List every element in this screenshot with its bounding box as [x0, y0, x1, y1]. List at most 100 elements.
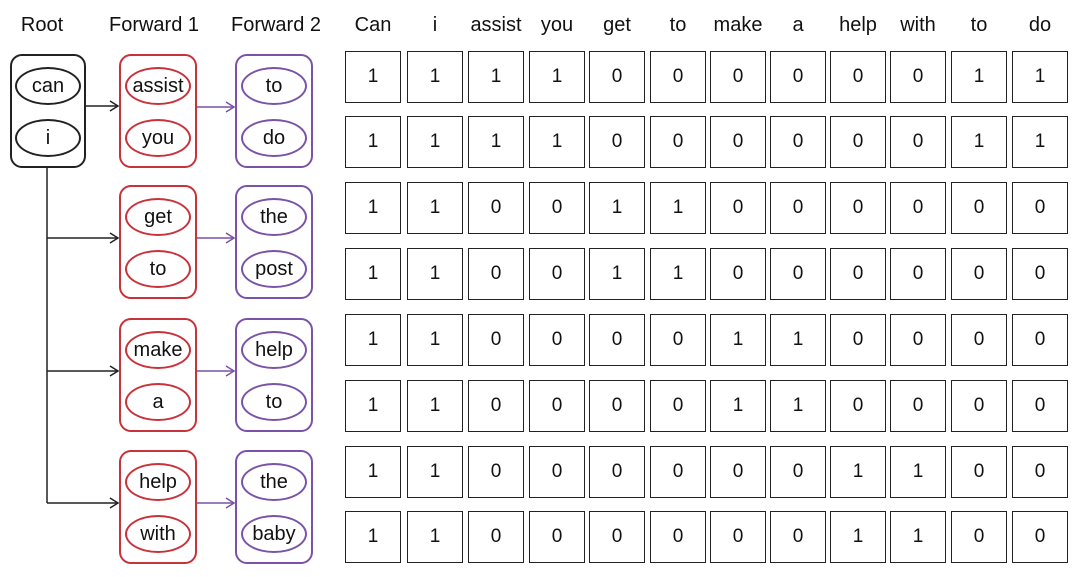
matrix-cell: 0	[890, 248, 946, 300]
arrowhead	[109, 232, 120, 244]
matrix-column-header: a	[792, 14, 804, 36]
matrix-cell: 0	[710, 446, 766, 498]
matrix-column-header: do	[1028, 14, 1052, 36]
root-box: can i	[10, 54, 86, 168]
matrix-cell: 0	[1012, 314, 1068, 366]
matrix-cell: 0	[650, 446, 706, 498]
token-node: to	[241, 383, 307, 421]
matrix-cell: 1	[345, 51, 401, 103]
token-node: help	[241, 331, 307, 369]
matrix-cell: 1	[589, 248, 645, 300]
matrix-cell: 1	[407, 51, 463, 103]
token-node: with	[125, 515, 191, 553]
matrix-column-header: make	[713, 14, 763, 36]
matrix-cell: 1	[407, 446, 463, 498]
matrix-cell: 1	[407, 248, 463, 300]
matrix-cell: 0	[770, 446, 826, 498]
token-node: i	[15, 119, 81, 157]
matrix-cell: 1	[1012, 51, 1068, 103]
matrix-cell: 0	[529, 182, 585, 234]
matrix-column-header: assist	[470, 14, 522, 36]
matrix-cell: 0	[529, 314, 585, 366]
matrix-column-header: with	[900, 14, 936, 36]
matrix-cell: 0	[529, 511, 585, 563]
matrix-column-header: you	[540, 14, 574, 36]
token-node: baby	[241, 515, 307, 553]
token-node: a	[125, 383, 191, 421]
token-node: to	[125, 250, 191, 288]
matrix-cell: 1	[770, 380, 826, 432]
matrix-cell: 1	[710, 314, 766, 366]
matrix-cell: 0	[830, 116, 886, 168]
matrix-cell: 0	[770, 116, 826, 168]
matrix-cell: 0	[890, 314, 946, 366]
forward-1-box: get to	[119, 185, 197, 299]
matrix-cell: 0	[830, 51, 886, 103]
matrix-cell: 0	[468, 446, 524, 498]
matrix-cell: 1	[650, 182, 706, 234]
arrowhead	[109, 100, 120, 112]
matrix-cell: 1	[345, 380, 401, 432]
matrix-cell: 0	[650, 51, 706, 103]
matrix-cell: 1	[529, 116, 585, 168]
matrix-column-header: Can	[354, 14, 392, 36]
matrix-cell: 1	[345, 116, 401, 168]
matrix-cell: 0	[951, 248, 1007, 300]
matrix-cell: 0	[1012, 182, 1068, 234]
arrowhead	[225, 232, 236, 244]
arrowhead	[109, 497, 120, 509]
matrix-cell: 1	[951, 116, 1007, 168]
forward-1-box: help with	[119, 450, 197, 564]
matrix-cell: 1	[1012, 116, 1068, 168]
matrix-cell: 1	[589, 182, 645, 234]
matrix-cell: 1	[650, 248, 706, 300]
matrix-cell: 1	[345, 446, 401, 498]
matrix-cell: 0	[1012, 248, 1068, 300]
arrowhead	[225, 497, 236, 509]
token-node: to	[241, 67, 307, 105]
matrix-cell: 1	[345, 511, 401, 563]
matrix-cell: 0	[589, 116, 645, 168]
matrix-cell: 0	[468, 314, 524, 366]
matrix-cell: 0	[951, 182, 1007, 234]
token-node: you	[125, 119, 191, 157]
token-node: do	[241, 119, 307, 157]
matrix-cell: 0	[468, 380, 524, 432]
matrix-cell: 0	[468, 182, 524, 234]
forward-1-box: assist you	[119, 54, 197, 168]
forward-2-box: the post	[235, 185, 313, 299]
matrix-cell: 1	[529, 51, 585, 103]
matrix-cell: 0	[770, 182, 826, 234]
matrix-cell: 0	[529, 446, 585, 498]
matrix-cell: 1	[407, 511, 463, 563]
matrix-cell: 1	[710, 380, 766, 432]
matrix-cell: 0	[710, 116, 766, 168]
matrix-cell: 1	[407, 182, 463, 234]
matrix-cell: 0	[650, 511, 706, 563]
matrix-cell: 1	[890, 511, 946, 563]
matrix-cell: 1	[345, 182, 401, 234]
matrix-cell: 1	[345, 248, 401, 300]
matrix-cell: 1	[407, 116, 463, 168]
matrix-cell: 0	[890, 380, 946, 432]
matrix-cell: 1	[468, 116, 524, 168]
matrix-cell: 1	[830, 446, 886, 498]
matrix-column-header: get	[603, 14, 631, 36]
matrix-cell: 1	[407, 380, 463, 432]
matrix-cell: 0	[1012, 511, 1068, 563]
matrix-column-header: to	[669, 14, 687, 36]
matrix-cell: 0	[830, 314, 886, 366]
matrix-cell: 0	[1012, 446, 1068, 498]
matrix-cell: 1	[770, 314, 826, 366]
matrix-cell: 0	[468, 511, 524, 563]
matrix-cell: 0	[589, 51, 645, 103]
matrix-cell: 0	[890, 51, 946, 103]
matrix-cell: 0	[589, 314, 645, 366]
matrix-cell: 0	[529, 248, 585, 300]
token-node: can	[15, 67, 81, 105]
matrix-cell: 1	[468, 51, 524, 103]
matrix-cell: 0	[650, 314, 706, 366]
matrix-cell: 0	[468, 248, 524, 300]
token-node: make	[125, 331, 191, 369]
